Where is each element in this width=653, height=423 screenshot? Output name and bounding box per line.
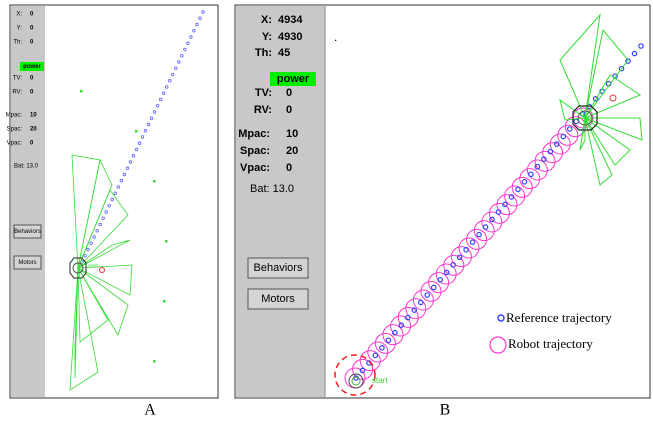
legend-robot: Robot trajectory	[508, 336, 593, 351]
panel-label: B	[440, 402, 451, 419]
status-label: RV:	[254, 104, 272, 116]
status-label: X:	[261, 14, 272, 26]
screenshot: . start start Reference trajectory Robot tr…	[0, 0, 653, 423]
obstacle-point	[153, 360, 156, 363]
obstacle-point	[135, 130, 138, 133]
status-value: 10	[286, 128, 298, 140]
status-value: 4930	[278, 31, 302, 43]
status-label: TV:	[255, 87, 272, 99]
button-label[interactable]: Behaviors	[14, 229, 41, 235]
status-label: Spac:	[240, 145, 270, 157]
status-label: Mpac:	[6, 113, 23, 119]
status-label: Y:	[262, 31, 272, 43]
button-label[interactable]: Motors	[18, 260, 36, 266]
legend-reference: Reference trajectory	[506, 310, 612, 325]
status-label: RV:	[12, 90, 22, 96]
obstacle-point	[165, 240, 168, 243]
status-label: Spac:	[7, 127, 23, 133]
button-label[interactable]: Behaviors	[254, 262, 303, 274]
status-label: X:	[16, 12, 22, 18]
start-label: start	[88, 263, 98, 269]
status-value: 0	[286, 162, 292, 174]
status-value: 45	[278, 47, 290, 59]
status-label: Mpac:	[238, 128, 270, 140]
panel-label: A	[144, 402, 156, 419]
status-value: 0	[286, 104, 292, 116]
button-label[interactable]: Motors	[261, 293, 295, 305]
status-label: Th:	[13, 40, 22, 46]
start-label: start	[372, 376, 388, 385]
status-label: Th:	[255, 47, 272, 59]
status-label: Vpac:	[240, 162, 270, 174]
obstacle-point	[80, 90, 83, 93]
battery: Bat: 13.0	[250, 183, 294, 195]
status-label: Vpac:	[7, 141, 23, 147]
status-value: 20	[286, 145, 298, 157]
status-value: 20	[30, 127, 37, 133]
panel-b-sidebar	[236, 6, 325, 397]
dot: .	[334, 30, 337, 44]
status-value: 0	[286, 87, 292, 99]
power-label: power	[23, 64, 41, 70]
status-label: Y:	[17, 26, 23, 32]
obstacle-point	[163, 300, 166, 303]
status-value: 4934	[278, 14, 303, 26]
obstacle-point	[153, 180, 156, 183]
power-label: power	[277, 73, 310, 85]
status-label: TV:	[13, 76, 22, 82]
status-value: 10	[30, 113, 37, 119]
battery: Bat: 13.0	[14, 164, 39, 170]
